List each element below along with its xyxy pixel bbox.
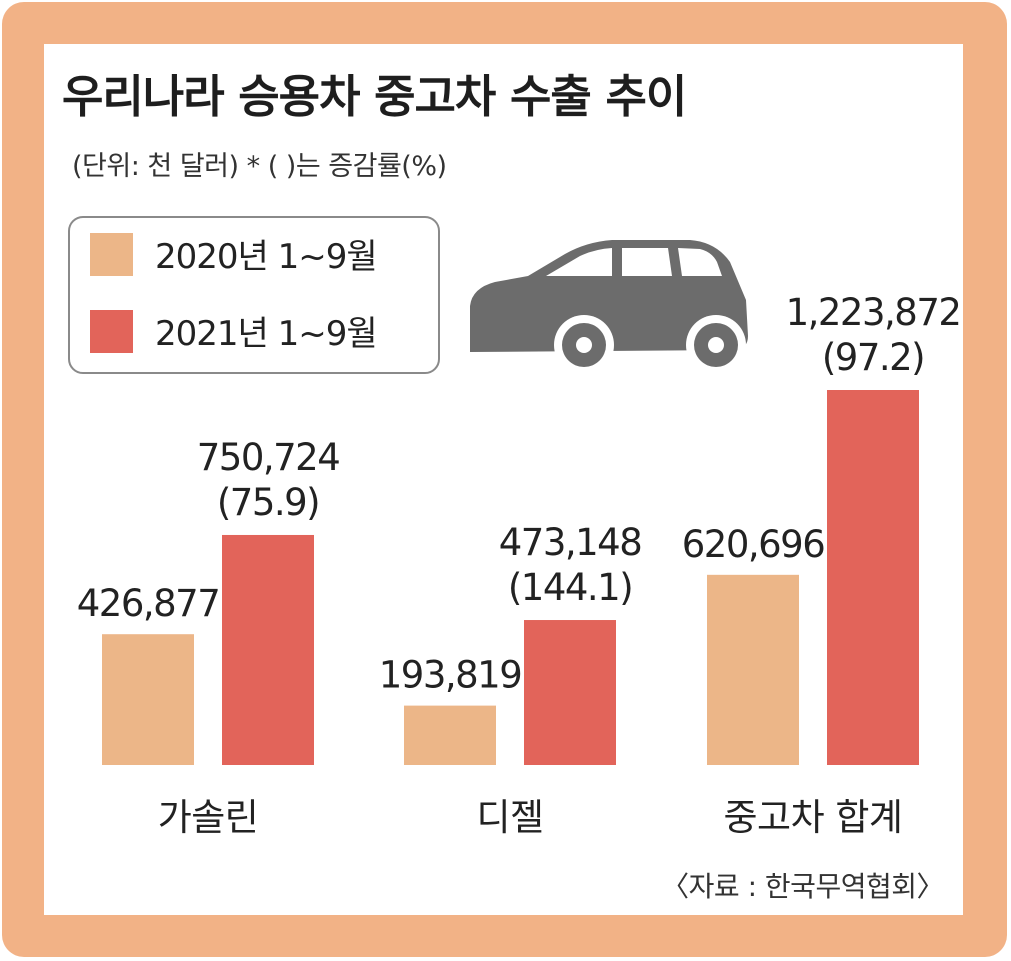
category-label: 디젤 — [476, 796, 543, 839]
value-label: 750,724 — [197, 436, 340, 479]
category-label: 가솔린 — [158, 796, 259, 839]
category-label: 중고차 합계 — [724, 796, 903, 839]
bar-2021-1 — [524, 620, 616, 765]
change-label: (144.1) — [508, 566, 632, 609]
source-note: 〈자료 : 한국무역협회〉 — [661, 870, 944, 903]
value-label: 473,148 — [499, 521, 642, 564]
value-label: 426,877 — [77, 582, 220, 625]
value-label: 193,819 — [379, 654, 522, 697]
chart-panel — [44, 44, 963, 915]
legend-box — [68, 216, 440, 374]
legend-swatch-2021 — [90, 310, 133, 353]
chart-subtitle: (단위: 천 달러) * ( )는 증감률(%) — [72, 151, 447, 182]
bar-2021-2 — [827, 390, 919, 765]
bar-2021-0 — [222, 534, 314, 765]
legend-label-2020: 2020년 1~9월 — [155, 237, 377, 277]
bar-2020-1 — [404, 705, 496, 765]
change-label: (97.2) — [822, 336, 924, 379]
bar-2020-2 — [707, 574, 799, 765]
value-label: 620,696 — [682, 523, 825, 566]
bars-layer: 426,877 750,724(75.9) 가솔린 193,819 473,148(14… — [77, 291, 962, 839]
bar-2020-0 — [102, 634, 194, 765]
car-icon — [470, 240, 748, 375]
legend-swatch-2020 — [90, 233, 133, 276]
value-label: 1,223,872 — [786, 291, 961, 334]
legend-label-2021: 2021년 1~9월 — [155, 314, 377, 354]
chart-title: 우리나라 승용차 중고차 수출 추이 — [62, 70, 686, 123]
change-label: (75.9) — [217, 481, 319, 524]
legend: 2020년 1~9월 2021년 1~9월 — [68, 216, 440, 374]
